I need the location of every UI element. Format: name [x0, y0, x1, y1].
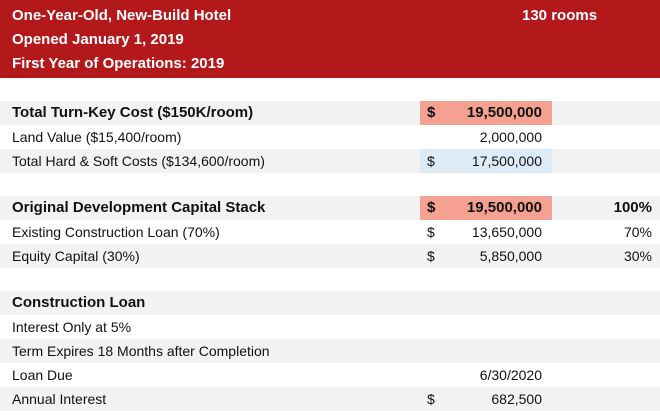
row: Term Expires 18 Months after Completion [0, 339, 660, 363]
row: Original Development Capital Stack $19,50… [0, 196, 660, 220]
table: Total Turn-Key Cost ($150K/room) $19,500,… [0, 101, 660, 411]
currency-sign: $ [427, 248, 435, 264]
percent: 30% [623, 248, 652, 264]
header: 130 rooms One-Year-Old, New-Build Hotel O… [0, 0, 660, 78]
section: Original Development Capital Stack $19,50… [0, 196, 660, 268]
percent: 100% [613, 199, 652, 216]
amount: 2,000,000 [479, 129, 542, 145]
highlight [420, 101, 552, 125]
row-label: Interest Only at 5% [12, 319, 132, 335]
row: Total Hard & Soft Costs ($134,600/room) $… [0, 149, 660, 173]
row: Total Turn-Key Cost ($150K/room) $19,500,… [0, 101, 660, 125]
amount: 17,500,000 [471, 153, 542, 169]
amount: 5,850,000 [479, 248, 542, 264]
section: Construction Loan Interest Only at 5% Term… [0, 291, 660, 411]
row-label: Term Expires 18 Months after Completion [12, 343, 270, 359]
header-line: First Year of Operations: 2019 [12, 55, 225, 72]
row-label: Land Value ($15,400/room) [12, 129, 182, 145]
row-label: Existing Construction Loan (70%) [12, 224, 220, 240]
row-label: Construction Loan [12, 294, 146, 311]
row: Construction Loan [0, 291, 660, 315]
highlight [420, 196, 552, 220]
row: Annual Interest $682,500 [0, 387, 660, 411]
row: Interest Only at 5% [0, 315, 660, 339]
percent: 70% [623, 224, 652, 240]
row: Land Value ($15,400/room) 2,000,000 [0, 125, 660, 149]
highlight [420, 149, 552, 173]
row: Loan Due 6/30/2020 [0, 363, 660, 387]
row-label: Equity Capital (30%) [12, 248, 140, 264]
amount: 682,500 [491, 391, 542, 407]
header-line: Opened January 1, 2019 [12, 31, 184, 48]
amount: 13,650,000 [471, 224, 542, 240]
currency-sign: $ [427, 199, 436, 216]
currency-sign: $ [427, 391, 435, 407]
currency-sign: $ [427, 224, 435, 240]
row-label: Total Turn-Key Cost ($150K/room) [12, 104, 254, 121]
currency-sign: $ [427, 104, 436, 121]
amount: 6/30/2020 [479, 367, 542, 383]
amount: 19,500,000 [466, 199, 542, 216]
row-label: Total Hard & Soft Costs ($134,600/room) [12, 153, 265, 169]
row: Existing Construction Loan (70%) $13,650,… [0, 220, 660, 244]
amount: 19,500,000 [466, 104, 542, 121]
row: Equity Capital (30%) $5,850,000 30% [0, 244, 660, 268]
header-line: One-Year-Old, New-Build Hotel [12, 7, 232, 24]
row-label: Annual Interest [12, 391, 107, 407]
row-label: Original Development Capital Stack [12, 199, 266, 216]
row-label: Loan Due [12, 367, 73, 383]
currency-sign: $ [427, 153, 435, 169]
room-count: 130 rooms [522, 7, 598, 24]
section: Total Turn-Key Cost ($150K/room) $19,500,… [0, 101, 660, 173]
